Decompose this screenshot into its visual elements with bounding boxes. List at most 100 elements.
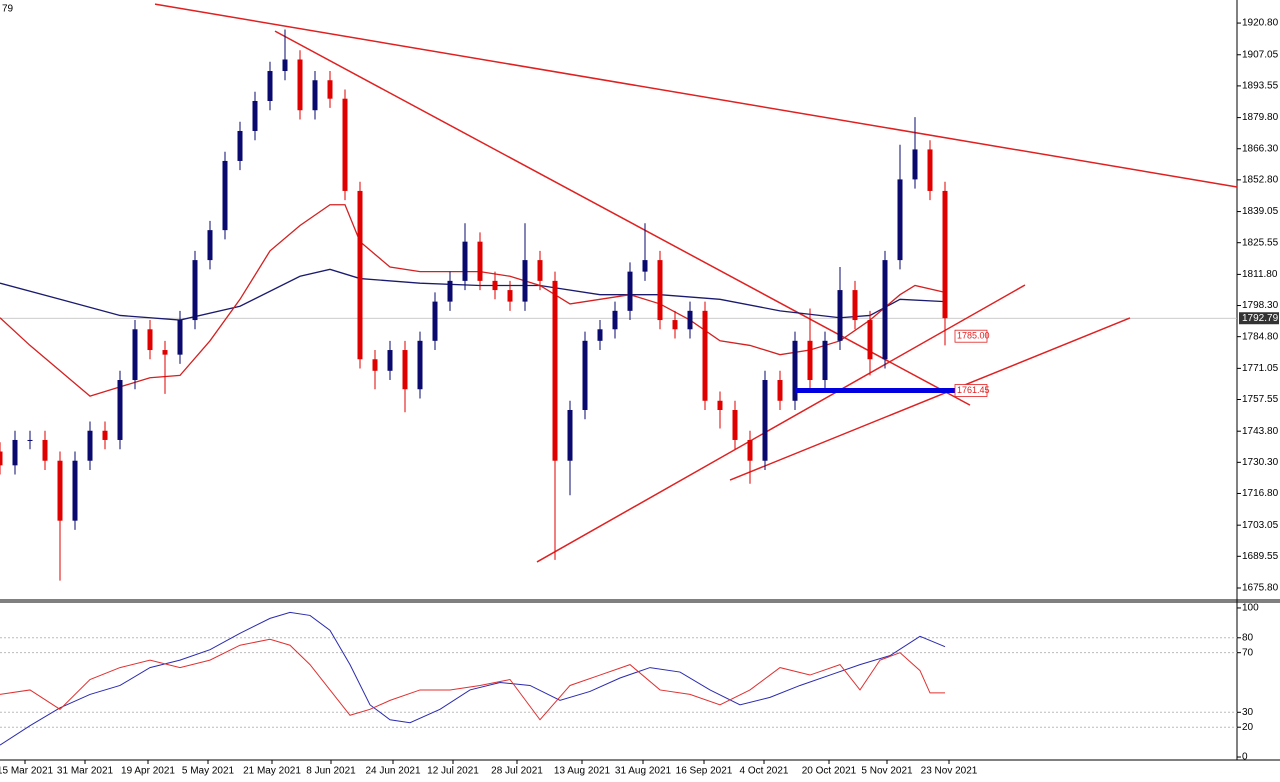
candle-body xyxy=(27,439,33,441)
candle-body xyxy=(882,260,888,360)
candle-body xyxy=(927,149,933,191)
price-label: 1761.45 xyxy=(957,385,990,395)
x-tick-label: 12 Jul 2021 xyxy=(427,766,479,777)
x-tick-label: 16 Sep 2021 xyxy=(676,766,733,777)
trend-line xyxy=(274,30,971,406)
symbol-fragment: 79 xyxy=(2,4,14,15)
candle-body xyxy=(687,310,693,330)
candle-body xyxy=(117,380,123,440)
y-tick-label: 80 xyxy=(1242,632,1254,643)
x-tick-label: 15 Mar 2021 xyxy=(0,766,54,777)
candle-body xyxy=(132,329,138,381)
candle-body xyxy=(732,409,738,440)
candle-body xyxy=(432,301,438,341)
candle-body xyxy=(417,340,423,390)
candle-body xyxy=(162,350,168,355)
candle-body xyxy=(792,340,798,401)
trend-line xyxy=(729,317,1131,481)
candle-body xyxy=(612,310,618,330)
candle-body xyxy=(327,80,333,99)
candle-body xyxy=(552,280,558,461)
candle-body xyxy=(297,59,303,111)
candle-body xyxy=(507,290,513,302)
candle-body xyxy=(222,160,228,231)
x-tick-label: 5 May 2021 xyxy=(182,766,235,777)
candle-body xyxy=(477,241,483,281)
trend-line xyxy=(536,284,1026,563)
x-tick-label: 13 Aug 2021 xyxy=(554,766,611,777)
last-price-label: 1792.79 xyxy=(1242,313,1279,324)
y-tick-label: 1825.55 xyxy=(1242,237,1279,248)
candle-body xyxy=(12,439,18,466)
candle-body xyxy=(567,409,573,461)
y-tick-label: 1675.80 xyxy=(1242,583,1279,594)
y-tick-label: 1703.05 xyxy=(1242,520,1279,531)
candle-body xyxy=(522,260,528,302)
y-tick-label: 1879.80 xyxy=(1242,112,1279,123)
candle-body xyxy=(582,340,588,410)
candle-body xyxy=(642,260,648,272)
candle-body xyxy=(207,230,213,261)
candle-body xyxy=(672,320,678,330)
x-tick-label: 21 May 2021 xyxy=(243,766,301,777)
x-tick-label: 23 Nov 2021 xyxy=(921,766,978,777)
x-tick-label: 8 Jun 2021 xyxy=(306,766,356,777)
candle-body xyxy=(762,380,768,461)
candle-body xyxy=(837,290,843,341)
candle-body xyxy=(237,130,243,161)
price-label-box xyxy=(954,329,988,343)
candle-body xyxy=(282,59,288,72)
y-tick-label: 100 xyxy=(1242,603,1259,614)
candle-body xyxy=(717,400,723,410)
candle-body xyxy=(387,350,393,371)
candle-body xyxy=(72,460,78,521)
candle-body xyxy=(447,280,453,302)
candle-body xyxy=(342,98,348,191)
candle-body xyxy=(462,241,468,281)
x-tick-label: 28 Jul 2021 xyxy=(491,766,543,777)
candle-body xyxy=(57,460,63,521)
price-label: 1785.00 xyxy=(957,331,990,341)
x-tick-label: 24 Jun 2021 xyxy=(365,766,420,777)
candle-body xyxy=(537,260,543,281)
candle-body xyxy=(912,149,918,180)
indicator-line xyxy=(0,638,945,721)
candle-body xyxy=(867,320,873,360)
candle-body xyxy=(942,190,948,319)
y-tick-label: 1771.05 xyxy=(1242,363,1279,374)
candle-body xyxy=(192,260,198,321)
candle-body xyxy=(177,320,183,355)
candle-body xyxy=(702,310,708,401)
x-tick-label: 4 Oct 2021 xyxy=(740,766,789,777)
candle-body xyxy=(102,430,108,440)
y-tick-label: 1811.80 xyxy=(1242,269,1278,280)
y-tick-label: 1730.30 xyxy=(1242,457,1279,468)
candle-body xyxy=(807,340,813,381)
y-tick-label: 30 xyxy=(1242,707,1254,718)
x-tick-label: 31 Mar 2021 xyxy=(57,766,114,777)
x-tick-label: 19 Apr 2021 xyxy=(121,766,175,777)
candle-body xyxy=(822,340,828,381)
candle-body xyxy=(897,179,903,261)
y-tick-label: 1839.05 xyxy=(1242,206,1279,217)
y-tick-label: 1907.05 xyxy=(1242,49,1279,60)
candle-body xyxy=(312,80,318,111)
x-tick-label: 31 Aug 2021 xyxy=(615,766,672,777)
y-tick-label: 20 xyxy=(1242,722,1254,733)
candle-body xyxy=(852,290,858,321)
candle-body xyxy=(252,100,258,131)
candle-body xyxy=(147,329,153,351)
y-tick-label: 1757.55 xyxy=(1242,394,1279,405)
candle-body xyxy=(42,439,48,461)
candle-body xyxy=(627,271,633,311)
candle-body xyxy=(372,359,378,371)
x-tick-label: 20 Oct 2021 xyxy=(802,766,857,777)
x-tick-label: 5 Nov 2021 xyxy=(861,766,913,777)
price-label-box xyxy=(954,384,988,397)
y-tick-label: 1920.80 xyxy=(1242,18,1279,29)
y-tick-label: 0 xyxy=(1242,752,1248,763)
candle-body xyxy=(0,451,3,466)
candle-body xyxy=(402,350,408,390)
